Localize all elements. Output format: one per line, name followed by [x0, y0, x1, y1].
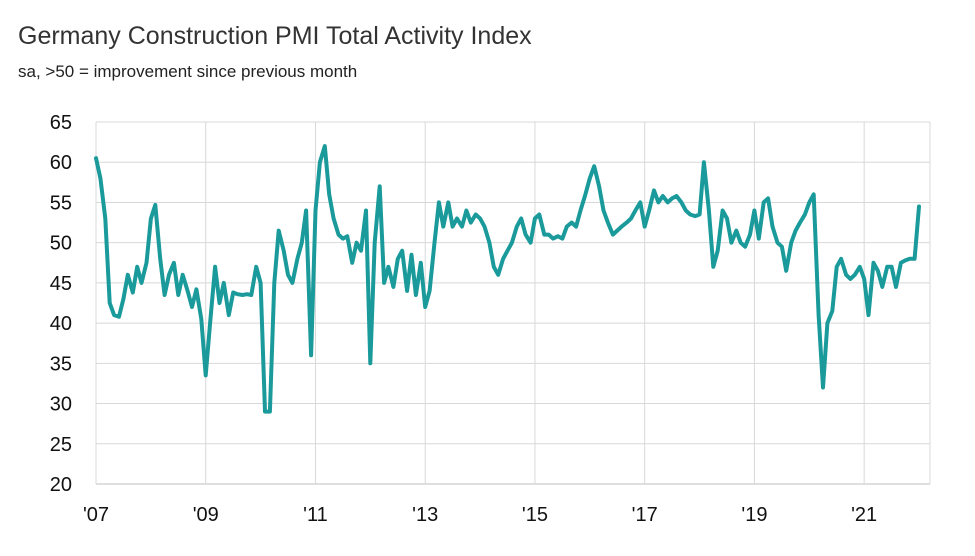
- y-tick-label: 65: [50, 112, 72, 134]
- y-tick-label: 50: [50, 233, 72, 255]
- x-tick-label: '21: [851, 504, 877, 526]
- x-axis-ticks: '07 '09 '11 '13 '15 '17 '19 '21: [83, 504, 877, 526]
- y-tick-label: 45: [50, 273, 72, 295]
- y-tick-label: 55: [50, 192, 72, 214]
- y-tick-label: 20: [50, 474, 72, 496]
- chart-title: Germany Construction PMI Total Activity …: [18, 22, 532, 50]
- x-tick-label: '07: [83, 504, 109, 526]
- x-tick-label: '19: [741, 504, 767, 526]
- y-axis-ticks: 20 25 30 35 40 45 50 55 60 65: [50, 112, 72, 496]
- y-tick-label: 40: [50, 313, 72, 335]
- x-tick-label: '17: [632, 504, 658, 526]
- x-tick-label: '13: [412, 504, 438, 526]
- y-tick-label: 35: [50, 353, 72, 375]
- x-tick-label: '11: [303, 504, 328, 526]
- series-layer: [94, 144, 921, 414]
- y-tick-label: 25: [50, 434, 72, 456]
- y-tick-label: 60: [50, 152, 72, 174]
- chart-subtitle: sa, >50 = improvement since previous mon…: [18, 62, 358, 81]
- y-tick-label: 30: [50, 394, 72, 416]
- x-tick-label: '15: [522, 504, 548, 526]
- x-tick-label: '09: [193, 504, 219, 526]
- series-line-0: [94, 144, 921, 414]
